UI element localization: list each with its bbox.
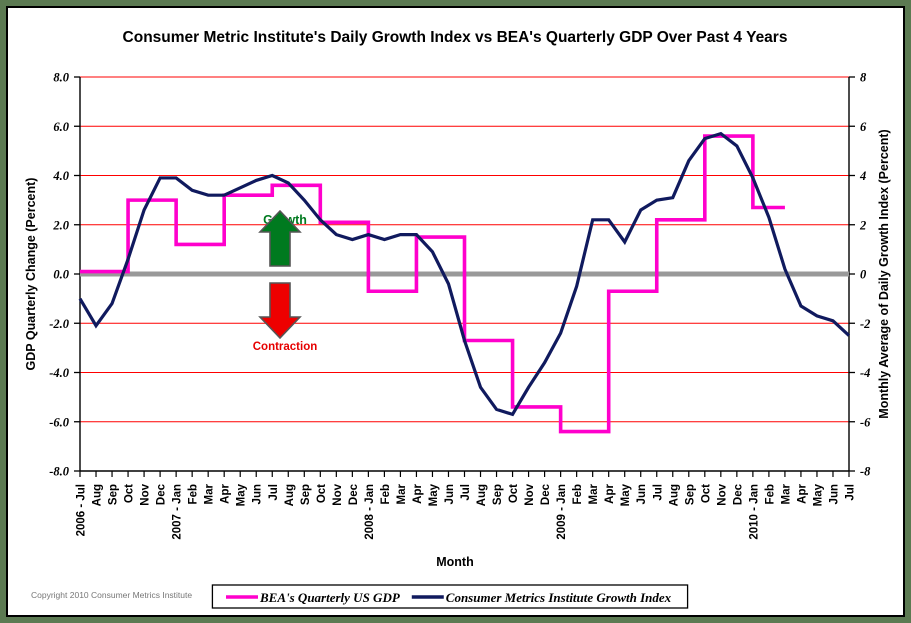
x-tick-label: Mar bbox=[204, 483, 216, 504]
x-tick-label: Jun bbox=[828, 484, 840, 504]
x-tick-label: Jul bbox=[845, 484, 857, 501]
copyright-label: Copyright 2010 Consumer Metrics Institut… bbox=[31, 590, 192, 600]
x-tick-label: Jul bbox=[460, 484, 472, 501]
y-axis-right-title: Monthly Average of Daily Growth Index (P… bbox=[877, 129, 891, 418]
x-tick-label: Oct bbox=[124, 484, 136, 503]
annotation-contraction: Contraction bbox=[253, 282, 318, 353]
x-axis-tick-labels: 2006 - Jul Aug Sep Oct Nov Dec 2007 - Jan Feb Ma… bbox=[76, 483, 857, 539]
x-tick-label: Aug bbox=[476, 484, 488, 506]
y-tick-label-left: 0.0 bbox=[53, 268, 69, 282]
chart-legend: BEA's Quarterly US GDP Consumer Metrics … bbox=[211, 584, 689, 609]
y-tick-label-right: 8 bbox=[860, 71, 867, 85]
y-tick-label-left: 2.0 bbox=[52, 218, 69, 232]
growth-index-vs-gdp-chart: Consumer Metric Institute's Daily Growth… bbox=[8, 8, 903, 615]
chart-title: Consumer Metric Institute's Daily Growth… bbox=[123, 29, 788, 46]
x-tick-label: Feb bbox=[764, 484, 776, 504]
legend-label-bea-gdp: BEA's Quarterly US GDP bbox=[259, 590, 401, 605]
x-tick-label: Nov bbox=[140, 483, 152, 505]
x-tick-label: Sep bbox=[108, 484, 120, 505]
y-tick-label-left: -8.0 bbox=[49, 465, 70, 479]
x-tick-label: Jun bbox=[252, 484, 264, 504]
x-tick-label: Feb bbox=[572, 484, 584, 504]
x-tick-label: Dec bbox=[348, 483, 360, 505]
annotation-growth: Growth bbox=[258, 209, 307, 267]
x-tick-label: Jul bbox=[268, 484, 280, 501]
x-tick-label: Dec bbox=[540, 483, 552, 505]
x-tick-label: Sep bbox=[492, 484, 504, 505]
x-tick-label: May bbox=[620, 483, 632, 506]
series-line-cmi-growth-index bbox=[78, 131, 851, 417]
y-tick-label-left: 6.0 bbox=[53, 120, 69, 134]
x-axis-ticks bbox=[79, 471, 850, 477]
x-tick-label: Oct bbox=[700, 484, 712, 503]
x-tick-label: Dec bbox=[156, 483, 168, 505]
y-tick-label-left: -4.0 bbox=[49, 366, 70, 380]
x-tick-label: Apr bbox=[412, 483, 424, 503]
contraction-annotation-label: Contraction bbox=[253, 341, 318, 353]
x-tick-label: Nov bbox=[716, 483, 728, 505]
y-tick-label-right: 2 bbox=[859, 218, 866, 232]
x-tick-label: 2007 - Jan bbox=[172, 484, 184, 540]
legend-box bbox=[211, 584, 689, 609]
x-tick-label: Aug bbox=[668, 484, 680, 506]
x-tick-label: 2008 - Jan bbox=[364, 484, 376, 540]
x-tick-label: Apr bbox=[604, 483, 616, 503]
x-tick-label: Aug bbox=[92, 484, 104, 506]
x-tick-label: Nov bbox=[332, 483, 344, 505]
x-tick-label: Feb bbox=[188, 484, 200, 504]
x-tick-label: Oct bbox=[508, 484, 520, 503]
x-tick-label: 2010 - Jan bbox=[748, 484, 760, 540]
x-tick-label: Dec bbox=[732, 483, 744, 505]
x-tick-label: Aug bbox=[284, 484, 296, 506]
y-tick-label-right: 6 bbox=[860, 120, 867, 134]
x-tick-label: Apr bbox=[220, 483, 232, 503]
x-axis-title: Month bbox=[436, 555, 473, 569]
series-line-bea-gdp bbox=[80, 134, 785, 434]
x-tick-label: May bbox=[236, 483, 248, 506]
x-tick-label: Jul bbox=[652, 484, 664, 501]
x-tick-label: 2006 - Jul bbox=[76, 484, 88, 536]
y-tick-label-left: 4.0 bbox=[52, 169, 69, 183]
y-axis-left-ticks: 8.0 6.0 4.0 2.0 0.0 -2.0 -4.0 -6.0 -8.0 bbox=[49, 71, 80, 479]
y-tick-label-right: -2 bbox=[860, 317, 870, 331]
x-tick-label: Feb bbox=[380, 484, 392, 504]
y-tick-label-right: -4 bbox=[860, 366, 870, 380]
y-tick-label-right: -6 bbox=[860, 415, 871, 429]
down-arrow-icon bbox=[258, 282, 302, 340]
chart-panel: Consumer Metric Institute's Daily Growth… bbox=[6, 6, 905, 617]
x-tick-label: Mar bbox=[780, 483, 792, 504]
y-tick-label-right: 0 bbox=[860, 268, 867, 282]
x-tick-label: 2009 - Jan bbox=[556, 484, 568, 540]
legend-label-cmi-growth-index: Consumer Metrics Institute Growth Index bbox=[446, 590, 672, 605]
x-tick-label: Jun bbox=[444, 484, 456, 504]
y-tick-label-right: -8 bbox=[860, 465, 871, 479]
y-axis-left-title: GDP Quarterly Change (Percent) bbox=[24, 178, 38, 371]
y-tick-label-left: -2.0 bbox=[49, 317, 70, 331]
x-tick-label: Jun bbox=[636, 484, 648, 504]
up-arrow-icon bbox=[258, 209, 302, 267]
x-tick-label: May bbox=[428, 483, 440, 506]
y-tick-label-right: 4 bbox=[859, 169, 866, 183]
x-tick-label: Sep bbox=[684, 484, 696, 505]
x-tick-label: Mar bbox=[588, 483, 600, 504]
y-axis-right-ticks: 8 6 4 2 0 -2 -4 -6 -8 bbox=[849, 71, 871, 479]
x-tick-label: Mar bbox=[396, 483, 408, 504]
x-tick-label: Oct bbox=[316, 484, 328, 503]
y-tick-label-left: 8.0 bbox=[53, 71, 69, 85]
x-tick-label: Sep bbox=[300, 484, 312, 505]
x-tick-label: May bbox=[812, 483, 824, 506]
x-tick-label: Apr bbox=[796, 483, 808, 503]
x-tick-label: Nov bbox=[524, 483, 536, 505]
y-tick-label-left: -6.0 bbox=[49, 415, 70, 429]
